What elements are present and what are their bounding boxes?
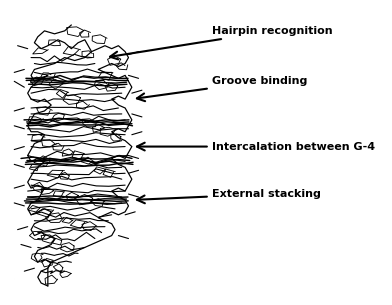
Text: Hairpin recognition: Hairpin recognition xyxy=(110,26,333,59)
Text: Intercalation between G-4: Intercalation between G-4 xyxy=(137,142,376,152)
Text: Groove binding: Groove binding xyxy=(137,76,308,101)
Text: External stacking: External stacking xyxy=(137,189,321,203)
